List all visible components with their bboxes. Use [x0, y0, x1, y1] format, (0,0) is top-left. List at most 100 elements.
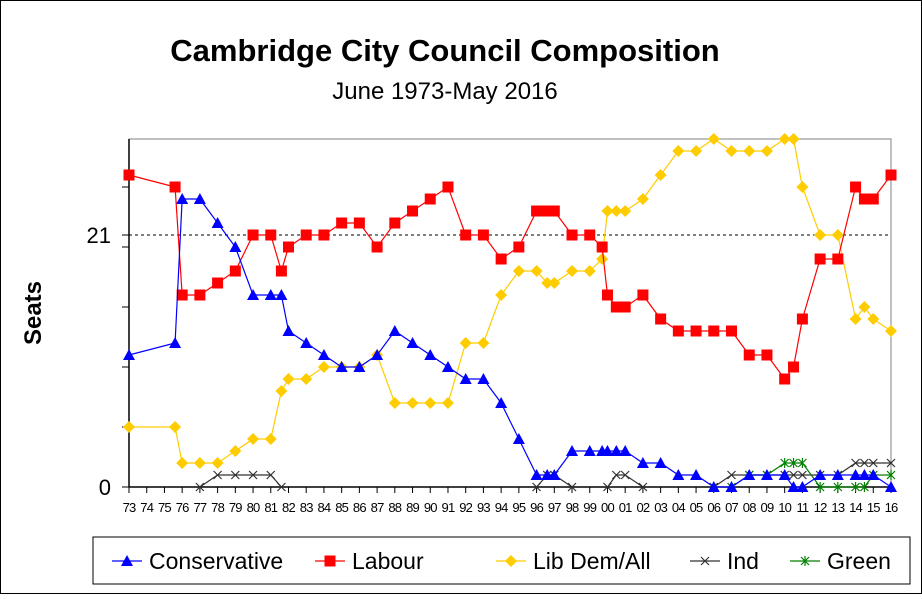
data-point-conservative	[885, 481, 897, 492]
data-point-labour	[672, 325, 684, 337]
x-tick-label: 96	[530, 500, 543, 515]
data-point-labour	[619, 301, 631, 313]
x-tick-label: 15	[867, 500, 880, 515]
x-tick-label: 83	[300, 500, 313, 515]
x-tick-label: 01	[619, 500, 632, 515]
data-point-ind	[603, 482, 612, 492]
data-point-lib-dem-all	[424, 397, 437, 409]
legend-marker-square-icon	[324, 555, 336, 567]
x-tick-label: 03	[654, 500, 667, 515]
data-point-labour	[353, 217, 365, 229]
data-point-ind	[797, 470, 807, 480]
x-tick-label: 93	[477, 500, 490, 515]
data-point-conservative	[566, 445, 579, 456]
data-point-conservative	[441, 361, 454, 372]
data-point-lib-dem-all	[743, 145, 756, 157]
data-point-lib-dem-all	[725, 145, 738, 157]
data-point-labour	[584, 229, 596, 241]
data-point-lib-dem-all	[814, 229, 827, 241]
data-point-labour	[708, 325, 720, 337]
data-point-labour	[300, 229, 312, 241]
data-point-labour	[788, 361, 800, 373]
legend-item-green: Green	[790, 548, 891, 574]
data-point-labour	[637, 289, 649, 301]
data-point-lib-dem-all	[619, 205, 632, 217]
data-point-conservative	[548, 469, 561, 480]
data-point-ind	[868, 458, 878, 468]
data-point-labour	[850, 181, 862, 193]
data-point-lib-dem-all	[707, 133, 720, 145]
x-tick-label: 14	[849, 500, 862, 515]
data-point-labour	[477, 229, 489, 241]
data-point-lib-dem-all	[477, 337, 490, 349]
data-point-ind	[195, 482, 205, 492]
data-point-conservative	[636, 457, 649, 468]
data-point-ind	[230, 470, 240, 480]
data-point-ind	[886, 458, 896, 468]
legend-marker-triangle-icon	[121, 555, 133, 566]
data-point-conservative	[371, 349, 384, 360]
data-point-labour	[601, 289, 613, 301]
x-tick-label: 84	[317, 500, 330, 515]
data-point-lib-dem-all	[548, 277, 561, 289]
data-point-labour	[566, 229, 578, 241]
data-point-green	[851, 482, 860, 492]
data-point-lib-dem-all	[495, 289, 508, 301]
data-point-green	[859, 482, 869, 492]
data-point-lib-dem-all	[596, 253, 609, 265]
data-point-labour	[690, 325, 702, 337]
data-point-lib-dem-all	[672, 145, 685, 157]
y-axis-label: Seats	[20, 281, 47, 345]
data-point-ind	[213, 470, 223, 480]
data-point-labour	[194, 289, 206, 301]
data-point-conservative	[459, 373, 472, 384]
x-tick-label: 07	[725, 500, 738, 515]
x-tick-label: 09	[761, 500, 774, 515]
x-tick-label: 76	[176, 500, 189, 515]
data-point-conservative	[601, 445, 614, 456]
data-point-ind	[727, 470, 736, 480]
legend-marker-star-icon	[800, 556, 810, 566]
legend-item-conservative: Conservative	[112, 548, 283, 574]
data-point-conservative	[743, 469, 756, 480]
data-point-conservative	[353, 361, 366, 372]
data-point-lib-dem-all	[247, 433, 260, 445]
x-tick-label: 08	[743, 500, 756, 515]
x-tick-label: 95	[512, 500, 525, 515]
data-point-lib-dem-all	[831, 229, 844, 241]
data-point-labour	[867, 193, 879, 205]
series-conservative	[123, 193, 897, 492]
data-point-conservative	[725, 481, 738, 492]
data-point-ind	[248, 470, 258, 480]
data-point-labour	[761, 349, 773, 361]
data-point-labour	[531, 205, 543, 217]
data-point-conservative	[778, 469, 791, 480]
x-tick-label: 90	[424, 500, 437, 515]
x-tick-label: 94	[495, 500, 508, 515]
data-point-labour	[596, 241, 608, 253]
data-point-lib-dem-all	[169, 421, 182, 433]
data-point-lib-dem-all	[406, 397, 419, 409]
data-point-labour	[275, 265, 287, 277]
data-point-lib-dem-all	[193, 457, 206, 469]
data-point-conservative	[814, 469, 827, 480]
data-point-labour	[743, 349, 755, 361]
data-point-ind	[859, 458, 869, 468]
data-point-conservative	[787, 481, 800, 492]
data-point-conservative	[849, 469, 862, 480]
data-point-ind	[532, 482, 542, 492]
data-point-labour	[123, 169, 135, 181]
data-point-labour	[655, 313, 667, 325]
data-point-conservative	[512, 433, 525, 444]
x-tick-label: 16	[885, 500, 898, 515]
data-point-conservative	[796, 481, 809, 492]
legend-label: Lib Dem/All	[533, 548, 651, 574]
data-point-lib-dem-all	[300, 373, 313, 385]
data-point-lib-dem-all	[530, 265, 543, 277]
x-tick-label: 99	[583, 500, 596, 515]
data-point-labour	[247, 229, 259, 241]
data-point-conservative	[317, 349, 330, 360]
data-point-conservative	[229, 241, 242, 252]
x-tick-label: 80	[247, 500, 260, 515]
data-point-conservative	[858, 469, 871, 480]
